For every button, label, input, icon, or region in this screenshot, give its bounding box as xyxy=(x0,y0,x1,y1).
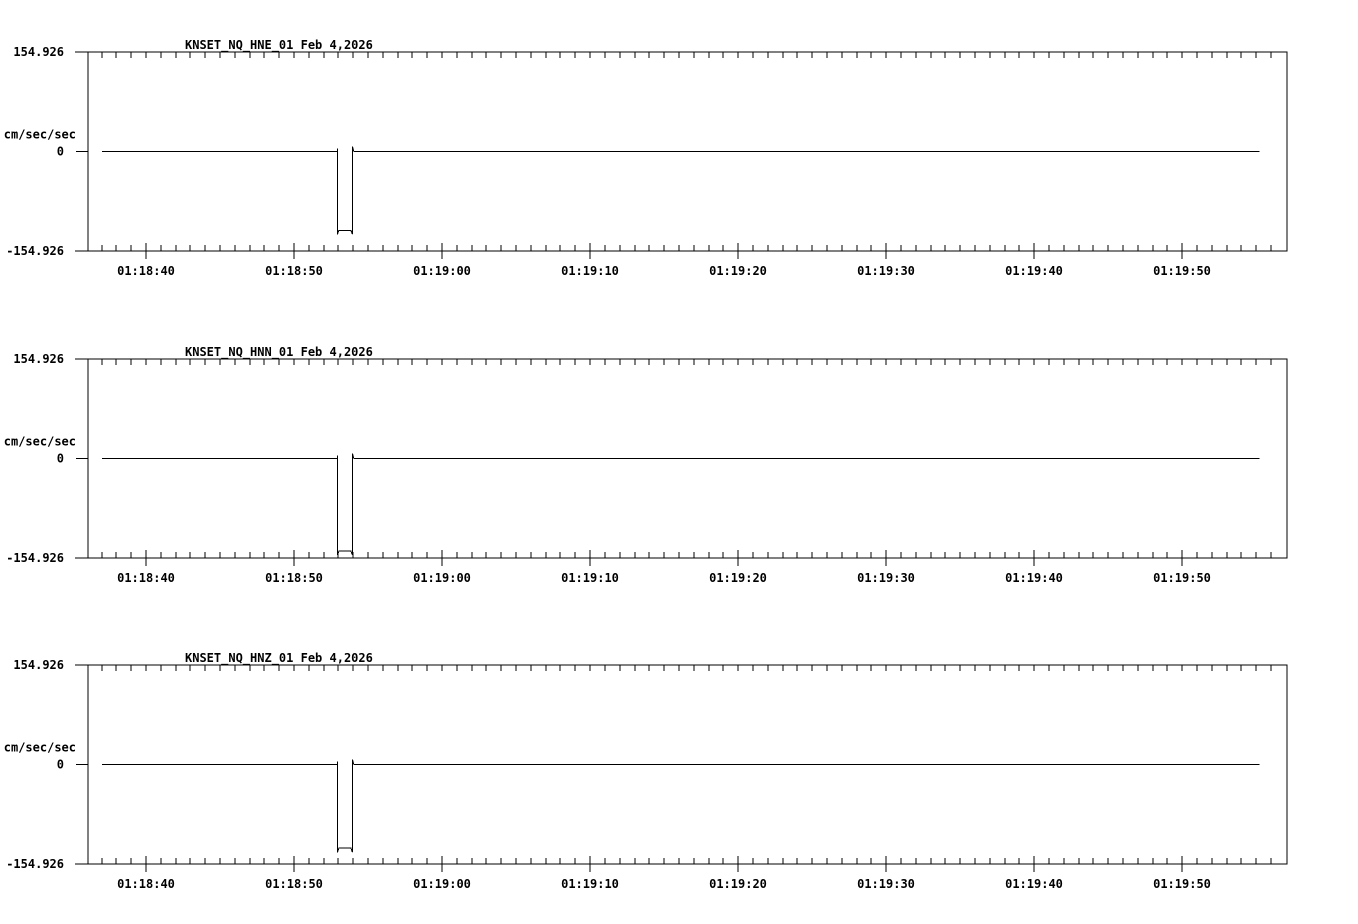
x-tick-label: 01:19:00 xyxy=(413,877,471,891)
y-tick-label: 0 xyxy=(57,145,64,159)
y-tick-label: 0 xyxy=(57,758,64,772)
x-tick-label: 01:18:40 xyxy=(117,571,175,585)
y-tick-label: -154.926 xyxy=(6,857,64,871)
trace-title: KNSET_NQ_HNZ_01 Feb 4,2026 xyxy=(185,651,373,666)
y-tick-label: 0 xyxy=(57,452,64,466)
y-axis-units-label: cm/sec/sec xyxy=(4,741,76,755)
x-tick-label: 01:19:40 xyxy=(1005,571,1063,585)
seismogram-plot-hnn: 01:18:40 01:18:50 01:19:00 01:19:10 01:19:20… xyxy=(4,345,1288,585)
waveform-trace-hnn xyxy=(102,453,1260,556)
x-tick-label: 01:19:20 xyxy=(709,264,767,278)
x-tick-label: 01:18:40 xyxy=(117,877,175,891)
x-tick-label: 01:19:00 xyxy=(413,264,471,278)
y-tick-label: -154.926 xyxy=(6,244,64,258)
x-tick-label: 01:18:50 xyxy=(265,877,323,891)
trace-title: KNSET_NQ_HNE_01 Feb 4,2026 xyxy=(185,38,373,53)
y-tick-label: 154.926 xyxy=(13,352,64,366)
x-tick-label: 01:18:50 xyxy=(265,571,323,585)
y-tick-label: -154.926 xyxy=(6,551,64,565)
y-axis-units-label: cm/sec/sec xyxy=(4,435,76,449)
seismogram-plot-hne: 01:18:40 01:18:50 01:19:00 01:19:10 01:19:20… xyxy=(4,38,1288,278)
seismogram-plot-hnz: 01:18:40 01:18:50 01:19:00 01:19:10 01:19:20… xyxy=(4,651,1288,891)
x-tick-label: 01:19:40 xyxy=(1005,264,1063,278)
waveform-trace-hne xyxy=(102,146,1260,235)
x-tick-label: 01:19:30 xyxy=(857,571,915,585)
x-tick-label: 01:19:10 xyxy=(561,571,619,585)
x-tick-label: 01:19:10 xyxy=(561,264,619,278)
y-tick-label: 154.926 xyxy=(13,45,64,59)
x-tick-label: 01:19:30 xyxy=(857,264,915,278)
y-axis-units-label: cm/sec/sec xyxy=(4,128,76,142)
x-tick-label: 01:18:40 xyxy=(117,264,175,278)
x-tick-label: 01:19:10 xyxy=(561,877,619,891)
seismogram-panel-hnn: 01:18:40 01:18:50 01:19:00 01:19:10 01:19:20… xyxy=(0,337,1358,617)
x-tick-label: 01:19:50 xyxy=(1153,571,1211,585)
x-tick-label: 01:19:40 xyxy=(1005,877,1063,891)
x-tick-label: 01:19:30 xyxy=(857,877,915,891)
trace-title: KNSET_NQ_HNN_01 Feb 4,2026 xyxy=(185,345,373,360)
x-tick-label: 01:19:50 xyxy=(1153,877,1211,891)
y-tick-label: 154.926 xyxy=(13,658,64,672)
x-tick-label: 01:19:20 xyxy=(709,877,767,891)
x-tick-label: 01:19:20 xyxy=(709,571,767,585)
x-tick-label: 01:19:50 xyxy=(1153,264,1211,278)
x-tick-label: 01:18:50 xyxy=(265,264,323,278)
x-tick-label: 01:19:00 xyxy=(413,571,471,585)
seismogram-panel-hne: 01:18:40 01:18:50 01:19:00 01:19:10 01:19:20… xyxy=(0,30,1358,310)
waveform-trace-hnz xyxy=(102,759,1260,853)
seismogram-panel-hnz: 01:18:40 01:18:50 01:19:00 01:19:10 01:19:20… xyxy=(0,643,1358,923)
